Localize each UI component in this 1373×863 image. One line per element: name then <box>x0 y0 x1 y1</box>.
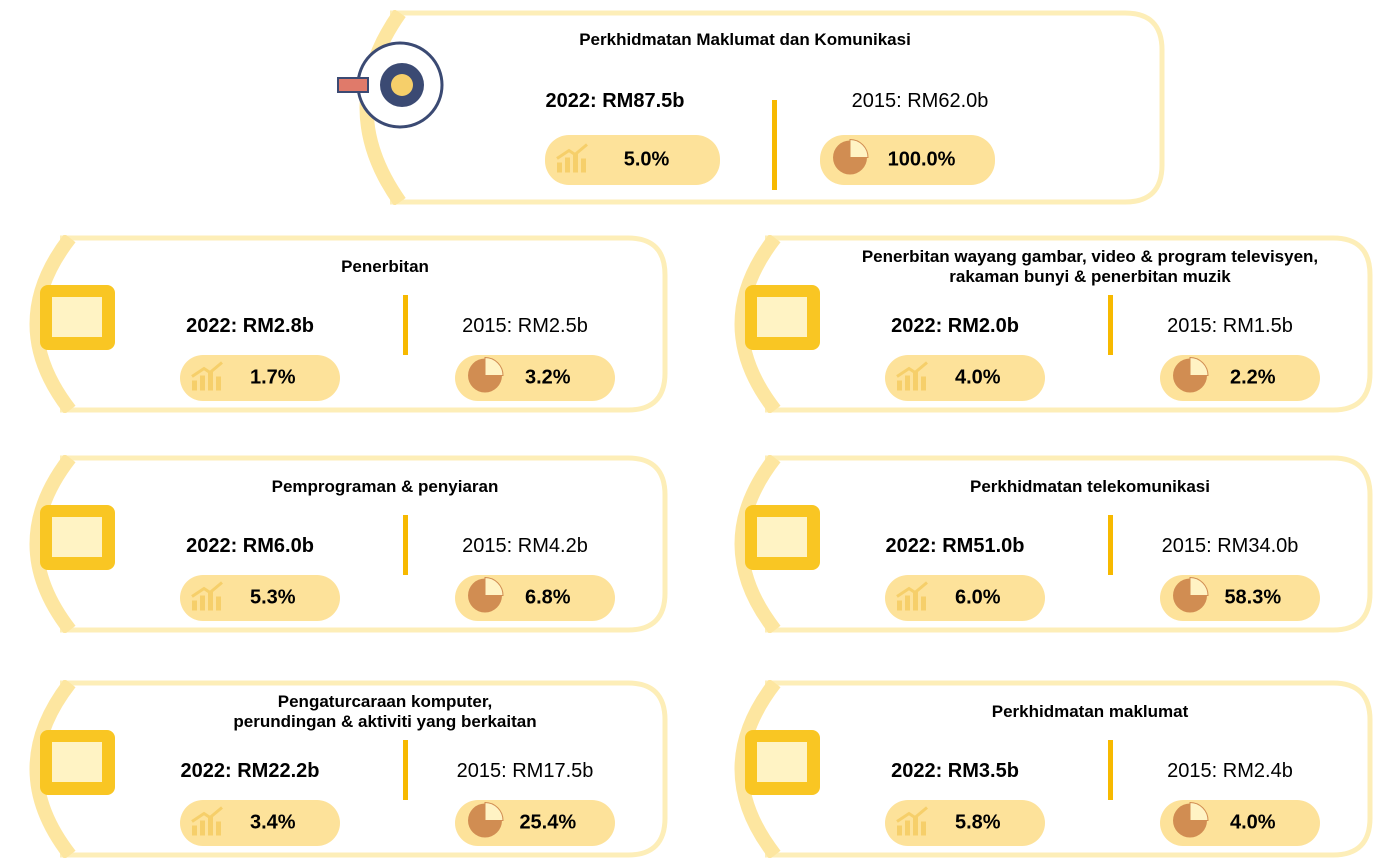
value-2015: 2015: RM4.2b <box>462 535 588 557</box>
value-2015: 2015: RM17.5b <box>456 760 594 782</box>
share-value: 58.3% <box>1224 586 1282 609</box>
share-value: 6.8% <box>525 586 571 609</box>
value-2022: 2022: RM2.8b <box>186 315 314 337</box>
share-icon <box>1170 801 1210 846</box>
share-icon <box>1170 576 1210 621</box>
growth-value: 5.3% <box>250 586 296 609</box>
growth-icon <box>895 581 931 616</box>
share-value: 3.2% <box>525 366 571 389</box>
card: Penerbitan 2022: RM2.8b 2015: RM2.5b 1.7% 3.… <box>0 235 668 413</box>
growth-value: 4.0% <box>955 366 1001 389</box>
growth-pill: 4.0% <box>885 355 1045 401</box>
growth-value: 1.7% <box>250 366 296 389</box>
card: Perkhidmatan maklumat 2022: RM3.5b 2015: R… <box>705 680 1373 858</box>
growth-pill: 5.3% <box>180 575 340 621</box>
value-2022: 2022: RM3.5b <box>891 760 1019 782</box>
share-pill: 58.3% <box>1160 575 1320 621</box>
share-icon <box>465 356 505 401</box>
growth-icon <box>190 581 226 616</box>
card: Perkhidmatan Maklumat dan Komunikasi 2022… <box>330 10 1165 205</box>
separator <box>1108 515 1113 575</box>
card-title: Pengaturcaraan komputer, <box>277 692 493 711</box>
value-2015: 2015: RM34.0b <box>1161 535 1299 557</box>
growth-icon <box>190 806 226 841</box>
card-title: Penerbitan wayang gambar, video & progra… <box>861 247 1319 266</box>
growth-icon <box>895 361 931 396</box>
separator <box>403 515 408 575</box>
card: Perkhidmatan telekomunikasi 2022: RM51.0b… <box>705 455 1373 633</box>
growth-pill: 3.4% <box>180 800 340 846</box>
separator <box>772 100 777 190</box>
growth-icon <box>895 806 931 841</box>
value-2022: 2022: RM2.0b <box>891 315 1019 337</box>
value-2015: 2015: RM62.0b <box>851 90 989 112</box>
share-pill: 4.0% <box>1160 800 1320 846</box>
growth-value: 3.4% <box>250 811 296 834</box>
share-icon <box>465 576 505 621</box>
growth-value: 6.0% <box>955 586 1001 609</box>
share-pill: 100.0% <box>820 135 995 185</box>
value-2015: 2015: RM1.5b <box>1167 315 1293 337</box>
card-title: Penerbitan <box>341 257 429 276</box>
value-2022: 2022: RM22.2b <box>180 760 320 782</box>
card: Pemprograman & penyiaran 2022: RM6.0b 2015… <box>0 455 668 633</box>
share-value: 100.0% <box>887 148 956 171</box>
value-2022: 2022: RM87.5b <box>545 90 685 112</box>
share-value: 4.0% <box>1230 811 1276 834</box>
card: Pengaturcaraan komputer, perundingan & ak… <box>0 680 668 858</box>
growth-icon <box>555 143 591 178</box>
separator <box>1108 295 1113 355</box>
growth-pill: 6.0% <box>885 575 1045 621</box>
share-pill: 2.2% <box>1160 355 1320 401</box>
card-title: Perkhidmatan telekomunikasi <box>970 477 1210 496</box>
value-2022: 2022: RM6.0b <box>186 535 314 557</box>
share-icon <box>465 801 505 846</box>
growth-value: 5.8% <box>955 811 1001 834</box>
card-title: Pemprograman & penyiaran <box>271 477 499 496</box>
share-value: 2.2% <box>1230 366 1276 389</box>
card-title: Perkhidmatan Maklumat dan Komunikasi <box>579 30 911 49</box>
growth-pill: 5.0% <box>545 135 720 185</box>
card-title: Perkhidmatan maklumat <box>991 702 1189 721</box>
card: Penerbitan wayang gambar, video & progra… <box>705 235 1373 413</box>
share-value: 25.4% <box>519 811 577 834</box>
share-pill: 6.8% <box>455 575 615 621</box>
separator <box>403 295 408 355</box>
share-icon <box>830 138 870 183</box>
value-2015: 2015: RM2.5b <box>462 315 588 337</box>
growth-icon <box>190 361 226 396</box>
share-pill: 3.2% <box>455 355 615 401</box>
value-2022: 2022: RM51.0b <box>885 535 1025 557</box>
separator <box>403 740 408 800</box>
card-title: perundingan & aktiviti yang berkaitan <box>233 712 537 731</box>
card-title: rakaman bunyi & penerbitan muzik <box>949 267 1231 286</box>
separator <box>1108 740 1113 800</box>
share-pill: 25.4% <box>455 800 615 846</box>
growth-pill: 1.7% <box>180 355 340 401</box>
share-icon <box>1170 356 1210 401</box>
growth-pill: 5.8% <box>885 800 1045 846</box>
growth-value: 5.0% <box>623 148 670 171</box>
value-2015: 2015: RM2.4b <box>1167 760 1293 782</box>
